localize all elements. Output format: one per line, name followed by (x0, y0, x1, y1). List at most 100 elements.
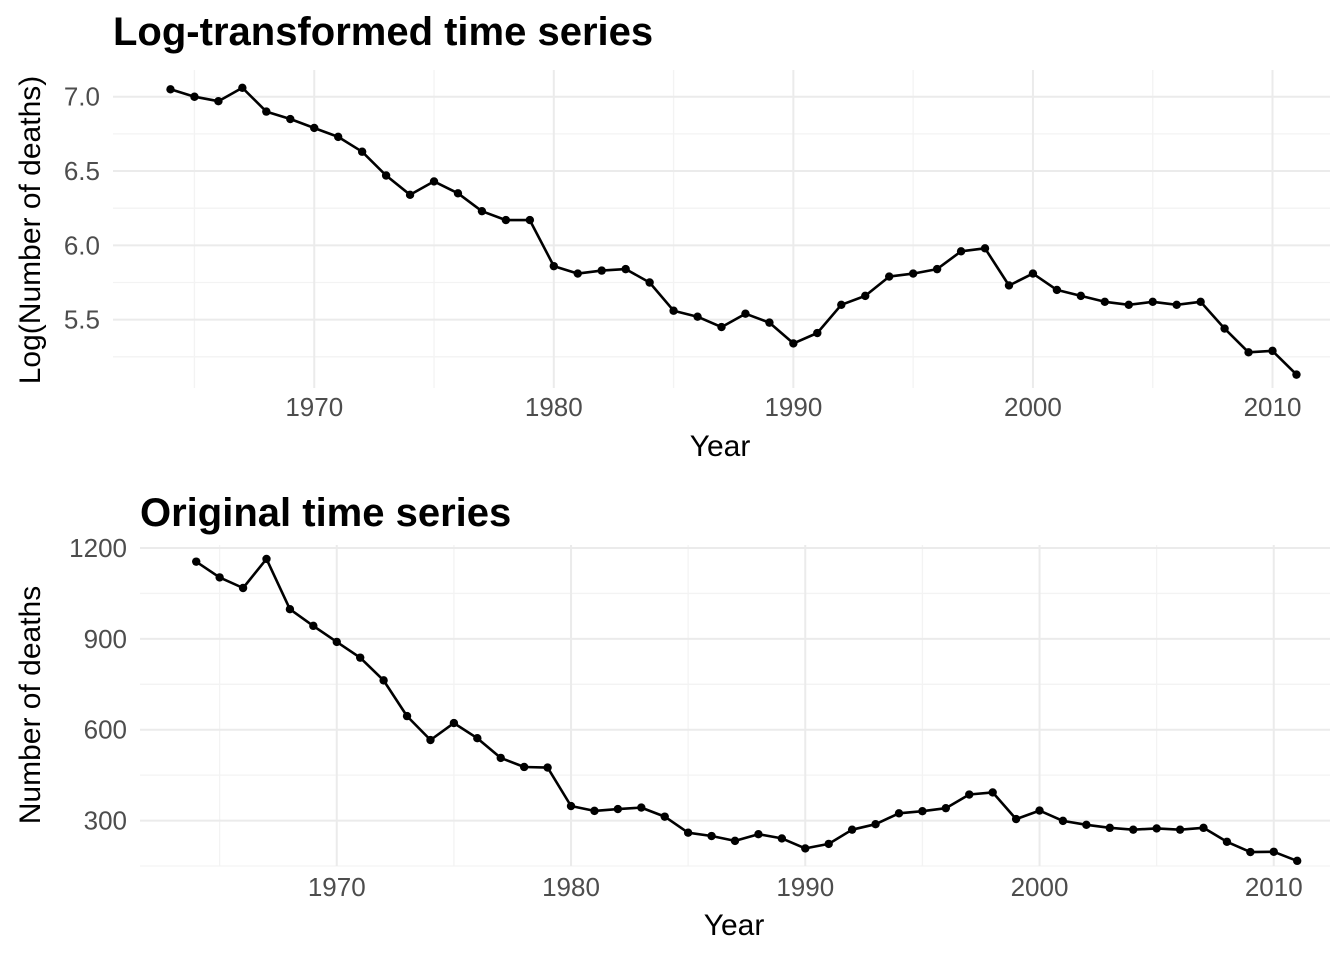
data-point (597, 266, 606, 275)
data-point (429, 177, 439, 186)
series-line (170, 86, 1298, 376)
y-tick-label: 300 (84, 806, 127, 836)
grid (113, 70, 1330, 388)
data-point (566, 801, 576, 811)
data-point (837, 300, 846, 309)
data-point (1152, 824, 1161, 833)
data-point (1082, 820, 1091, 830)
data-point (637, 803, 646, 812)
data-point (730, 836, 740, 846)
data-point (683, 828, 693, 837)
data-point (908, 269, 918, 278)
data-point (453, 189, 463, 198)
data-point (861, 291, 870, 301)
data-point (190, 92, 199, 101)
y-tick-label: 7.0 (64, 82, 100, 112)
data-point (765, 318, 774, 327)
data-point (824, 839, 833, 849)
data-point (1035, 806, 1044, 815)
data-point (525, 215, 535, 225)
x-axis-title: Year (690, 430, 751, 463)
data-point (357, 147, 367, 156)
data-point (286, 114, 295, 124)
y-tick-label: 6.0 (64, 230, 100, 260)
log-transformed-panel: Log-transformed time series Log(Number o… (14, 10, 1330, 463)
y-axis-title: Log(Number of deaths) (14, 76, 47, 385)
data-point (238, 583, 248, 593)
data-point (1129, 825, 1138, 834)
data-point (1004, 281, 1014, 290)
data-point (660, 812, 669, 821)
data-point (918, 806, 927, 816)
data-point (741, 309, 750, 318)
data-point (1100, 297, 1110, 307)
data-point (473, 734, 482, 743)
data-point (214, 97, 223, 106)
data-point (813, 328, 822, 338)
x-tick-label: 1970 (285, 392, 343, 422)
data-point (1196, 297, 1205, 307)
data-point (1246, 847, 1255, 857)
data-point (543, 763, 552, 772)
data-point (956, 247, 966, 256)
x-tick-label: 2000 (1011, 872, 1069, 902)
data-point (613, 804, 623, 814)
data-point (754, 830, 763, 839)
data-point (871, 820, 880, 829)
chart-title: Original time series (140, 491, 511, 535)
y-tick-label: 1200 (69, 533, 127, 563)
data-point (884, 272, 894, 281)
x-tick-label: 1980 (525, 392, 583, 422)
x-tick-label: 2000 (1004, 392, 1062, 422)
data-point (1148, 297, 1157, 307)
data-point (426, 735, 435, 745)
data-point (215, 573, 224, 582)
data-point (847, 825, 857, 834)
data-point (402, 711, 412, 721)
data-point (166, 85, 175, 94)
data-point (932, 264, 942, 274)
x-tick-label: 1980 (542, 872, 600, 902)
data-point (988, 788, 997, 797)
data-point (1292, 370, 1301, 379)
y-tick-label: 6.5 (64, 156, 100, 186)
data-point (777, 834, 787, 843)
data-point (645, 278, 654, 287)
y-tick-label: 900 (84, 624, 127, 654)
series-line (195, 557, 1298, 863)
data-point (379, 676, 388, 685)
data-point (1268, 346, 1277, 356)
data-point (405, 190, 415, 200)
data-point (1028, 269, 1038, 278)
data-point (1199, 823, 1208, 833)
data-point (1269, 847, 1278, 856)
data-point (693, 312, 702, 321)
data-point (965, 790, 974, 799)
data-point (789, 339, 798, 348)
x-tick-label: 2010 (1245, 872, 1303, 902)
y-tick-label: 600 (84, 715, 127, 745)
data-point (262, 107, 271, 116)
data-point (1124, 300, 1133, 309)
data-point (310, 123, 319, 133)
data-point (381, 171, 391, 180)
data-point (894, 809, 904, 818)
data-point (309, 621, 318, 631)
data-point (717, 322, 726, 332)
data-point (1172, 300, 1181, 309)
data-point (549, 261, 559, 271)
tick-labels: 1970 1980 1990 2000 2010 300 600 900 1200 (69, 533, 1303, 902)
data-point (707, 831, 716, 841)
data-point (573, 269, 582, 278)
x-tick-label: 2010 (1244, 392, 1302, 422)
data-point (1175, 825, 1185, 834)
data-point (980, 244, 990, 253)
original-panel: Original time series Number of deaths Ye… (14, 491, 1330, 942)
x-tick-label: 1970 (308, 872, 366, 902)
y-tick-label: 5.5 (64, 305, 100, 335)
chart-title: Log-transformed time series (113, 10, 653, 54)
data-point (1011, 814, 1021, 824)
data-point (1058, 816, 1068, 826)
data-point (501, 215, 511, 225)
